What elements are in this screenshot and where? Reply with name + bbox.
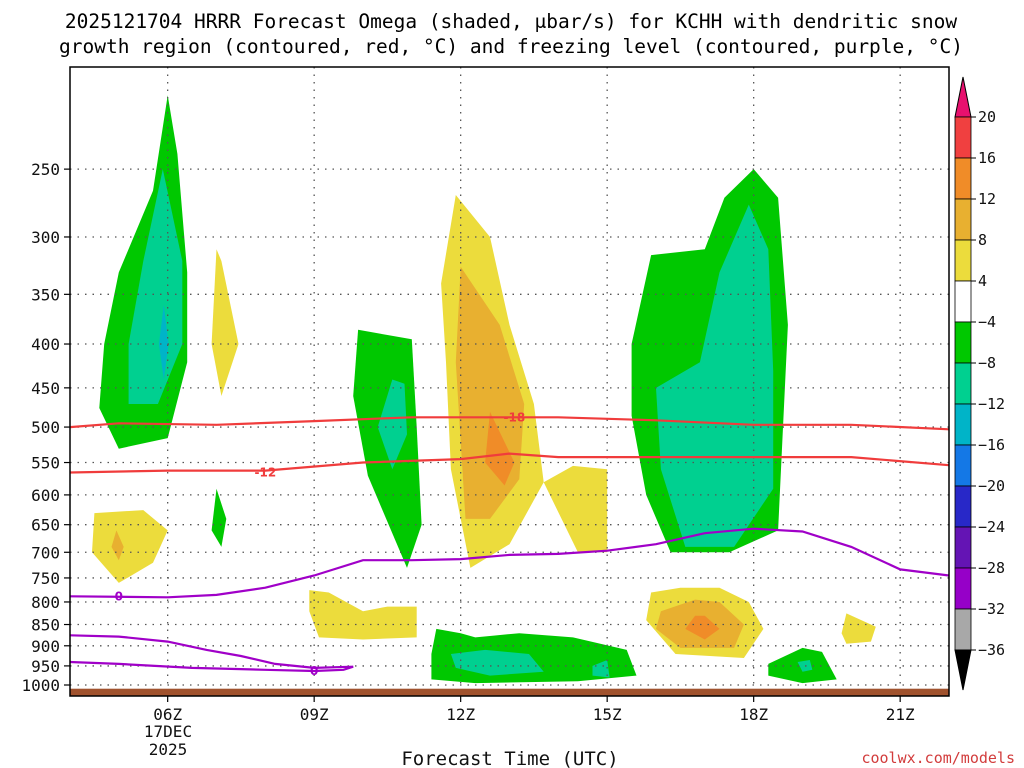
colorbar-box-5 bbox=[954, 321, 972, 364]
x-tick-label-21Z: 21Z bbox=[886, 705, 915, 724]
y-tick-label-300: 300 bbox=[31, 228, 60, 247]
colorbar-label-2: 12 bbox=[978, 190, 996, 208]
omega-region-4_to_8 bbox=[211, 249, 239, 396]
colorbar-top-arrow bbox=[954, 76, 972, 118]
colorbar-box-2 bbox=[954, 198, 972, 241]
freezing-contour-line-1 bbox=[70, 634, 354, 673]
omega-region--12_to_-8 bbox=[656, 204, 774, 547]
colorbar: 20 16 12 8 4 −4 −8 −12 −16 −20 −24 −28 −32 −36 bbox=[954, 76, 1005, 691]
y-tick-label-550: 550 bbox=[31, 454, 60, 473]
colorbar-box-6 bbox=[954, 362, 972, 405]
colorbar-label-8: −16 bbox=[978, 436, 1005, 454]
dendritic-contour-label-1: -12 bbox=[254, 466, 276, 480]
omega-region--12_to_-8 bbox=[377, 379, 407, 470]
colorbar-label-9: −20 bbox=[978, 477, 1005, 495]
colorbar-box-9 bbox=[954, 485, 972, 528]
y-tick-label-250: 250 bbox=[31, 160, 60, 179]
freezing-contour-label-0: 0 bbox=[115, 589, 123, 603]
omega-region--12_to_-8 bbox=[128, 169, 183, 404]
time-axis: 06Z 09Z 12Z 15Z 18Z 21Z bbox=[153, 696, 915, 724]
colorbar-box-11 bbox=[954, 567, 972, 610]
y-tick-label-750: 750 bbox=[31, 569, 60, 588]
colorbar-label-13: −36 bbox=[978, 641, 1005, 659]
colorbar-label-4: 4 bbox=[978, 272, 987, 290]
colorbar-box-10 bbox=[954, 526, 972, 569]
dendritic-contour-line-1 bbox=[70, 452, 949, 474]
omega-region--8_to_-4 bbox=[211, 488, 227, 547]
colorbar-label-5: −4 bbox=[978, 313, 996, 331]
freezing-contour-label-1: 0 bbox=[310, 664, 318, 678]
omega-region--16_to_-12 bbox=[158, 304, 169, 380]
omega-region-12_to_16 bbox=[685, 615, 720, 640]
chart-title-line2: growth region (contoured, red, °C) and f… bbox=[59, 35, 963, 58]
colorbar-label-3: 8 bbox=[978, 231, 987, 249]
colorbar-box-8 bbox=[954, 444, 972, 487]
x-axis-label: Forecast Time (UTC) bbox=[401, 748, 618, 768]
y-tick-label-600: 600 bbox=[31, 486, 60, 505]
x-tick-label-15Z: 15Z bbox=[593, 705, 622, 724]
date-label-day: 17DEC bbox=[144, 722, 192, 741]
freezing-contour-line-0 bbox=[70, 527, 949, 599]
y-tick-label-450: 450 bbox=[31, 379, 60, 398]
chart-title-line1: 2025121704 HRRR Forecast Omega (shaded, … bbox=[65, 10, 957, 33]
colorbar-label-11: −28 bbox=[978, 559, 1005, 577]
contour-layer: -18 -12 0 0 bbox=[70, 410, 949, 678]
credit-text: coolwx.com/models bbox=[861, 749, 1015, 767]
x-tick-label-09Z: 09Z bbox=[300, 705, 329, 724]
y-tick-label-700: 700 bbox=[31, 543, 60, 562]
colorbar-label-10: −24 bbox=[978, 518, 1005, 536]
y-tick-label-900: 900 bbox=[31, 637, 60, 656]
y-tick-label-350: 350 bbox=[31, 285, 60, 304]
omega-region-12_to_16 bbox=[485, 411, 515, 486]
colorbar-label-0: 20 bbox=[978, 108, 996, 126]
x-tick-label-12Z: 12Z bbox=[446, 705, 475, 724]
dendritic-contour-label-0: -18 bbox=[504, 410, 526, 424]
y-tick-label-400: 400 bbox=[31, 335, 60, 354]
omega-region-4_to_8 bbox=[92, 510, 168, 583]
colorbar-label-7: −12 bbox=[978, 395, 1005, 413]
dendritic-contour-line-0 bbox=[70, 416, 949, 431]
colorbar-label-12: −32 bbox=[978, 600, 1005, 618]
y-tick-label-1000: 1000 bbox=[21, 676, 60, 695]
omega-region-4_to_8 bbox=[841, 613, 876, 644]
colorbar-label-1: 16 bbox=[978, 149, 996, 167]
colorbar-box-0 bbox=[954, 116, 972, 159]
omega-region--12_to_-8 bbox=[797, 660, 813, 672]
x-tick-label-06Z: 06Z bbox=[153, 705, 182, 724]
omega-region--12_to_-8 bbox=[450, 649, 544, 676]
date-label-year: 2025 bbox=[149, 740, 188, 759]
y-tick-label-500: 500 bbox=[31, 418, 60, 437]
colorbar-box-12 bbox=[954, 608, 972, 651]
colorbar-box-4 bbox=[954, 280, 972, 323]
colorbar-bottom-arrow bbox=[954, 649, 972, 691]
y-tick-label-950: 950 bbox=[31, 657, 60, 676]
y-tick-label-800: 800 bbox=[31, 593, 60, 612]
omega-region--12_to_-8 bbox=[592, 660, 610, 678]
y-tick-label-650: 650 bbox=[31, 516, 60, 535]
ground-surface bbox=[70, 688, 949, 696]
colorbar-box-7 bbox=[954, 403, 972, 446]
omega-region-4_to_8 bbox=[309, 590, 417, 640]
y-tick-label-850: 850 bbox=[31, 616, 60, 635]
colorbar-box-3 bbox=[954, 239, 972, 282]
pressure-axis: 250 300 350 400 450 500 550 600 650 700 750 800 850 9… bbox=[21, 160, 70, 695]
plot-frame bbox=[69, 66, 950, 697]
omega-region-8_to_12 bbox=[111, 530, 124, 561]
colorbar-label-6: −8 bbox=[978, 354, 996, 372]
colorbar-box-1 bbox=[954, 157, 972, 200]
x-tick-label-18Z: 18Z bbox=[739, 705, 768, 724]
